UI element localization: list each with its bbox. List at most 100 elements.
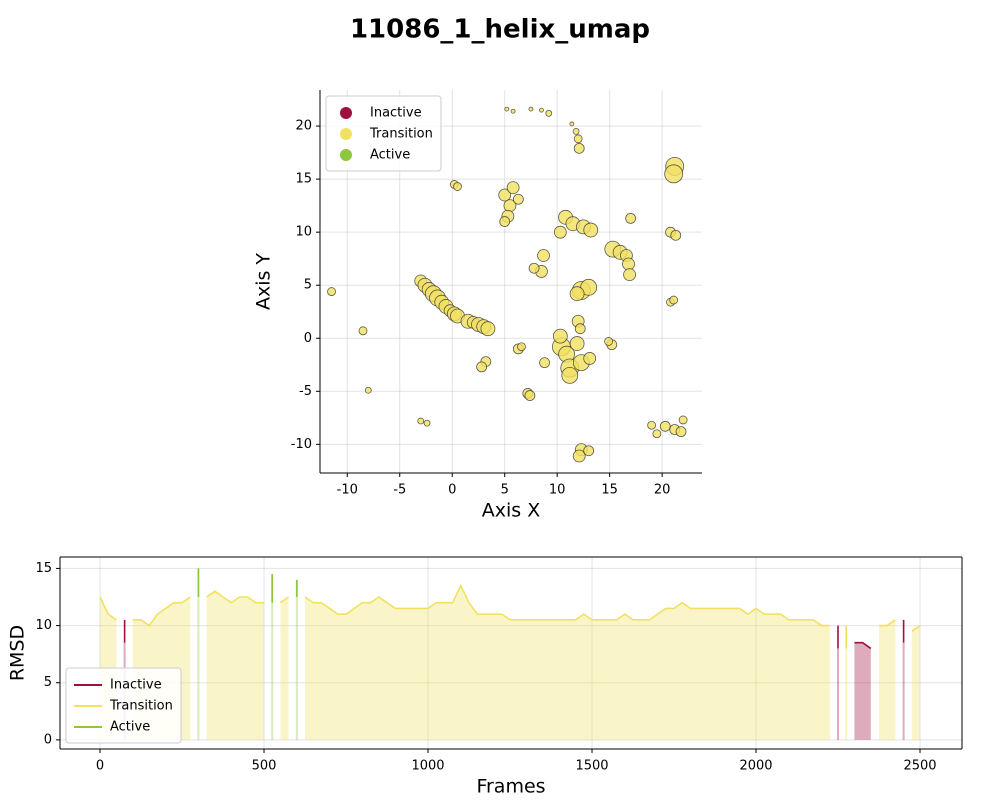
point	[669, 295, 679, 305]
y-tick-label: 0	[44, 732, 52, 747]
legend-label: Transition	[109, 699, 173, 714]
point	[625, 212, 637, 224]
area	[305, 585, 830, 740]
point	[652, 429, 662, 439]
y-tick-label: 15	[295, 172, 312, 187]
line	[854, 641, 872, 650]
legend-marker	[340, 128, 352, 140]
line	[206, 590, 265, 604]
point	[678, 415, 688, 425]
line	[279, 596, 290, 604]
legend-box	[325, 95, 442, 172]
point	[506, 181, 520, 195]
point	[545, 109, 553, 117]
point	[664, 164, 684, 184]
point	[659, 420, 671, 432]
y-tick-label: 20	[295, 119, 312, 134]
x-tick-label: 0	[448, 483, 456, 498]
figure-title: 11086_1_helix_umap	[350, 15, 650, 45]
point	[504, 106, 510, 112]
point	[499, 216, 511, 227]
legend-label: Inactive	[370, 106, 422, 121]
point	[561, 366, 579, 384]
point	[604, 337, 613, 346]
y-axis-label: RMSD	[7, 625, 29, 681]
line	[879, 619, 896, 627]
point	[498, 188, 512, 202]
y-tick-label: 15	[35, 561, 52, 576]
y-tick-label: 5	[44, 675, 52, 690]
plot-area	[99, 568, 921, 740]
x-tick-label: 2000	[739, 759, 772, 774]
y-tick-label: 10	[295, 225, 312, 240]
point	[552, 328, 568, 344]
point	[364, 386, 372, 394]
point	[453, 182, 462, 191]
point	[537, 249, 550, 262]
legend-box	[65, 667, 182, 744]
area	[911, 625, 921, 740]
axes: -10 -5 0 5 10 15 20 -10 -5 0 5 10 15 20 Axis X Axis Y	[253, 90, 702, 522]
line	[132, 596, 191, 627]
point	[480, 321, 496, 337]
x-tick-label: 1500	[575, 759, 608, 774]
point	[528, 262, 540, 274]
y-tick-label: 10	[35, 618, 52, 633]
point	[569, 121, 575, 127]
y-axis-label: Axis Y	[253, 253, 275, 310]
area	[854, 642, 871, 740]
point	[622, 257, 635, 271]
x-axis-label: Axis X	[482, 500, 540, 522]
area	[280, 597, 289, 740]
x-tick-label: -5	[393, 483, 406, 498]
y-tick-label: 0	[304, 331, 312, 346]
x-axis-label: Frames	[476, 776, 545, 798]
point	[623, 268, 636, 282]
x-tick-label: 15	[601, 483, 618, 498]
y-tick-label: 5	[304, 278, 312, 293]
y-tick-label: -5	[299, 384, 312, 399]
legend-marker	[340, 107, 352, 119]
legend-label: Inactive	[110, 678, 162, 693]
legend: Inactive Transition Active	[65, 667, 182, 744]
point	[569, 336, 585, 351]
legend-label: Active	[370, 148, 410, 163]
y-tick-label: -10	[291, 437, 312, 452]
point	[423, 419, 431, 427]
area	[206, 591, 265, 740]
area	[879, 619, 896, 740]
axes: 0 500 1000 1500 2000 2500 0 5 10 15 Frames RMSD	[7, 557, 962, 798]
point	[572, 127, 580, 135]
point	[670, 229, 682, 241]
point	[417, 417, 425, 425]
x-tick-label: 20	[654, 483, 671, 498]
point	[539, 107, 544, 113]
point	[524, 390, 536, 401]
point	[510, 108, 516, 114]
legend-label: Active	[110, 720, 150, 735]
point	[573, 142, 585, 154]
x-tick-label: 0	[96, 759, 104, 774]
point	[476, 361, 488, 373]
x-tick-label: 2500	[903, 759, 936, 774]
point	[512, 193, 524, 205]
point	[539, 357, 550, 369]
line	[304, 583, 830, 627]
point	[528, 106, 534, 112]
x-tick-label: -10	[337, 483, 358, 498]
point	[583, 222, 599, 238]
point	[569, 286, 585, 302]
point	[583, 352, 597, 365]
point	[573, 134, 583, 144]
legend-label: Transition	[369, 127, 433, 142]
lines	[99, 568, 921, 650]
point	[647, 420, 657, 430]
point	[517, 342, 526, 352]
x-tick-label: 500	[252, 759, 277, 774]
legend: Inactive Transition Active	[325, 95, 442, 172]
line	[911, 624, 921, 632]
plot-area	[327, 106, 688, 463]
point	[675, 426, 687, 438]
point	[572, 449, 586, 463]
